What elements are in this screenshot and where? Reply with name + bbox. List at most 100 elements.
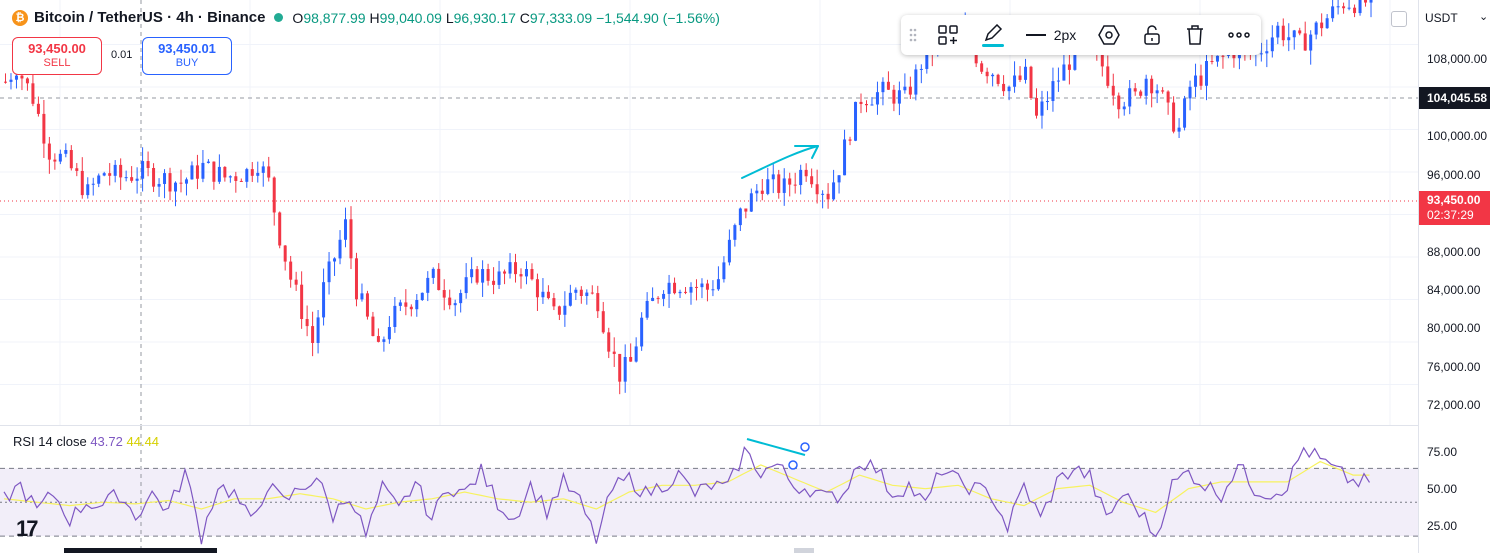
candle-body [744, 208, 748, 212]
candle-body [771, 174, 775, 180]
axis-label: 96,000.00 [1427, 168, 1481, 182]
candle-body [459, 293, 463, 304]
candle-body [804, 169, 808, 177]
candle-body [217, 166, 221, 182]
candle-body [1007, 86, 1011, 92]
line-width-label: 2px [1053, 27, 1077, 43]
candle-body [1265, 51, 1269, 54]
candle-body [514, 262, 518, 275]
scroll-bar[interactable] [64, 548, 217, 553]
candle-body [250, 169, 254, 176]
buy-button[interactable]: 93,450.01 BUY [142, 37, 232, 75]
candle-body [75, 168, 79, 171]
more-icon[interactable] [1217, 15, 1261, 55]
candle-body [848, 139, 852, 141]
rsi-value: 43.72 [90, 434, 123, 449]
candle-body [354, 258, 358, 300]
candle-body [382, 339, 386, 342]
candle-body [722, 262, 726, 280]
chevron-down-icon: ⌄ [1479, 11, 1489, 23]
candle-body [1232, 52, 1236, 59]
settings-icon[interactable] [1087, 15, 1131, 55]
candle-body [1281, 25, 1285, 41]
candle-body [119, 164, 123, 178]
candle-body [201, 162, 205, 179]
candle-body [4, 81, 7, 83]
candle-body [223, 166, 227, 178]
drawing-toolbar: 2px [901, 15, 1261, 55]
rsi-line [3, 445, 1371, 545]
trash-icon[interactable] [1173, 15, 1217, 55]
lock-icon[interactable] [1131, 15, 1173, 55]
candle-body [113, 164, 117, 176]
candle-body [1155, 90, 1159, 94]
templates-icon[interactable] [925, 15, 971, 55]
candle-body [1369, 0, 1373, 3]
pencil-icon[interactable] [971, 15, 1015, 55]
restore-icon[interactable] [1391, 11, 1407, 27]
candle-body [442, 290, 446, 298]
rsi-pane[interactable]: RSI 14 close 43.72 44.44 17 [0, 426, 1418, 553]
candle-body [272, 177, 276, 213]
sell-button[interactable]: 93,450.00 SELL [12, 37, 102, 75]
candle-body [47, 143, 51, 160]
candle-body [305, 319, 309, 327]
spread-value: 0.01 [111, 49, 133, 61]
candle-body [1342, 6, 1346, 9]
candle-body [481, 269, 485, 283]
rsi-axis-label: 75.00 [1427, 445, 1458, 459]
candle-body [596, 293, 600, 312]
candle-body [590, 292, 594, 294]
candle-body [1177, 127, 1181, 132]
candle-body [1276, 25, 1280, 38]
drag-handle-icon[interactable] [901, 15, 925, 55]
currency-selector[interactable]: USDT ⌄ [1419, 0, 1490, 34]
candle-body [1040, 101, 1044, 116]
candle-body [1150, 78, 1154, 94]
candle-body [163, 173, 167, 184]
candle-body [1358, 0, 1362, 14]
candle-body [398, 302, 402, 306]
candle-body [837, 175, 841, 183]
candle-body [700, 283, 704, 288]
candle-body [755, 190, 759, 194]
candle-body [157, 183, 161, 187]
candle-body [464, 277, 468, 294]
candle-body [344, 219, 348, 240]
candle-body [300, 284, 304, 320]
candle-body [31, 83, 35, 104]
candle-body [1353, 7, 1357, 14]
candle-body [886, 81, 890, 90]
price-chart[interactable]: ₿ Bitcoin / TetherUS · 4h · Binance O98,… [0, 0, 1418, 425]
candle-body [91, 183, 95, 185]
candle-body [980, 63, 984, 72]
candle-body [283, 245, 287, 262]
candle-body [174, 182, 178, 192]
candle-body [815, 184, 819, 195]
candle-body [854, 101, 858, 141]
tradingview-logo[interactable]: 17 [16, 516, 39, 541]
rsi-chart[interactable] [0, 426, 1418, 553]
candle-body [1166, 91, 1170, 103]
candle-body [634, 346, 638, 362]
candle-body [612, 351, 616, 354]
rsi-title[interactable]: RSI 14 close [13, 434, 87, 449]
candle-body [689, 286, 693, 293]
candle-body [1128, 88, 1132, 107]
candle-body [1073, 42, 1077, 70]
candle-body [256, 172, 260, 176]
candle-body [684, 291, 688, 293]
candle-body [821, 193, 825, 195]
rsi-ma-value: 44.44 [126, 434, 160, 449]
price-axis[interactable]: USDT ⌄ 108,000.00 100,000.00 96,000.00 8… [1418, 0, 1490, 553]
line-width-button[interactable]: 2px [1015, 15, 1087, 55]
symbol-title[interactable]: Bitcoin / TetherUS · 4h · Binance [34, 9, 266, 26]
candle-body [1013, 75, 1017, 87]
candle-body [662, 293, 666, 299]
candle-body [316, 317, 320, 343]
pane-separator[interactable] [0, 425, 1490, 426]
axis-label: 80,000.00 [1427, 321, 1481, 335]
candle-body [1292, 30, 1296, 38]
candle-body [376, 336, 380, 342]
candle-body [349, 219, 353, 259]
